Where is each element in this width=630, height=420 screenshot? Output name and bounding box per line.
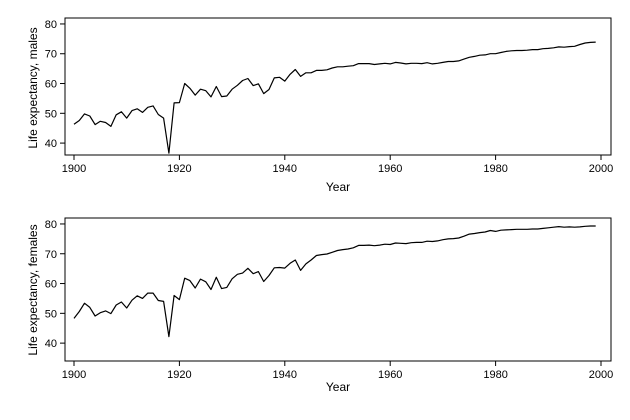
y-tick-label-males: 80 (45, 19, 57, 31)
plot-frame-females (64, 217, 612, 362)
y-tick-label-females: 50 (45, 308, 57, 320)
x-tick-label-males: 2000 (589, 163, 613, 175)
x-axis-title-males: Year (326, 180, 350, 194)
x-tick-label-females: 1900 (62, 369, 86, 381)
x-tick-label-females: 1920 (167, 369, 191, 381)
y-axis-title-females: Life expectancy, females (26, 224, 40, 355)
x-tick-label-females: 1940 (273, 369, 297, 381)
x-tick-label-males: 1920 (167, 163, 191, 175)
panel-females: Year Life expectancy, females 1900 1920 19… (26, 217, 613, 394)
series-line-females (73, 225, 596, 338)
plot-frame-males (64, 17, 612, 156)
y-tick-label-females: 80 (45, 219, 57, 231)
x-tick-label-females: 2000 (589, 369, 613, 381)
x-tick-label-females: 1960 (378, 369, 402, 381)
y-tick-label-males: 70 (45, 49, 57, 61)
x-tick-label-females: 1980 (483, 369, 507, 381)
y-tick-label-males: 40 (45, 138, 57, 150)
x-tick-label-males: 1980 (483, 163, 507, 175)
x-tick-label-males: 1960 (378, 163, 402, 175)
x-axis-title-females: Year (326, 380, 350, 394)
y-tick-label-females: 60 (45, 279, 57, 291)
y-tick-label-females: 40 (45, 338, 57, 350)
x-tick-label-males: 1940 (273, 163, 297, 175)
y-tick-label-females: 70 (45, 249, 57, 261)
series-line-males (73, 41, 596, 154)
y-tick-label-males: 60 (45, 79, 57, 91)
panel-males: Year Life expectancy, males 1900 1920 1940… (26, 17, 613, 194)
x-tick-label-males: 1900 (62, 163, 86, 175)
y-axis-title-males: Life expectancy, males (26, 27, 40, 148)
y-tick-label-males: 50 (45, 108, 57, 120)
